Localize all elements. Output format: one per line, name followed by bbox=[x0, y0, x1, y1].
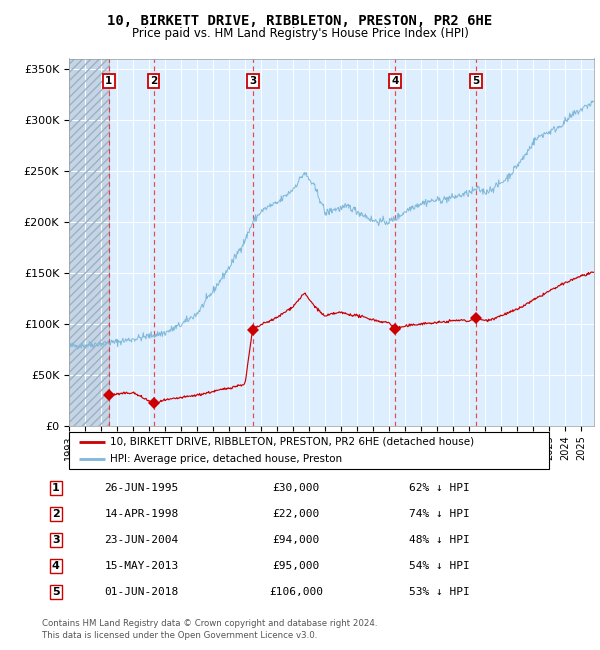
Text: £106,000: £106,000 bbox=[269, 587, 323, 597]
Text: 74% ↓ HPI: 74% ↓ HPI bbox=[409, 510, 470, 519]
Text: 53% ↓ HPI: 53% ↓ HPI bbox=[409, 587, 470, 597]
Text: 62% ↓ HPI: 62% ↓ HPI bbox=[409, 484, 470, 493]
Text: HPI: Average price, detached house, Preston: HPI: Average price, detached house, Pres… bbox=[110, 454, 342, 464]
Text: 4: 4 bbox=[52, 561, 60, 571]
Text: 3: 3 bbox=[249, 76, 256, 86]
Text: £30,000: £30,000 bbox=[272, 484, 320, 493]
Text: £95,000: £95,000 bbox=[272, 561, 320, 571]
Text: 26-JUN-1995: 26-JUN-1995 bbox=[104, 484, 178, 493]
Text: £22,000: £22,000 bbox=[272, 510, 320, 519]
Text: 2: 2 bbox=[52, 510, 59, 519]
Text: 10, BIRKETT DRIVE, RIBBLETON, PRESTON, PR2 6HE: 10, BIRKETT DRIVE, RIBBLETON, PRESTON, P… bbox=[107, 14, 493, 29]
FancyBboxPatch shape bbox=[69, 432, 549, 469]
Text: 14-APR-1998: 14-APR-1998 bbox=[104, 510, 178, 519]
Text: 23-JUN-2004: 23-JUN-2004 bbox=[104, 535, 178, 545]
Text: 2: 2 bbox=[150, 76, 157, 86]
Text: 1: 1 bbox=[52, 484, 59, 493]
Text: 10, BIRKETT DRIVE, RIBBLETON, PRESTON, PR2 6HE (detached house): 10, BIRKETT DRIVE, RIBBLETON, PRESTON, P… bbox=[110, 437, 474, 447]
Text: Price paid vs. HM Land Registry's House Price Index (HPI): Price paid vs. HM Land Registry's House … bbox=[131, 27, 469, 40]
Text: This data is licensed under the Open Government Licence v3.0.: This data is licensed under the Open Gov… bbox=[42, 630, 317, 640]
Text: 4: 4 bbox=[391, 76, 399, 86]
Text: 01-JUN-2018: 01-JUN-2018 bbox=[104, 587, 178, 597]
Text: 5: 5 bbox=[52, 587, 59, 597]
Text: 1: 1 bbox=[105, 76, 112, 86]
Text: 54% ↓ HPI: 54% ↓ HPI bbox=[409, 561, 470, 571]
Text: 48% ↓ HPI: 48% ↓ HPI bbox=[409, 535, 470, 545]
Text: 3: 3 bbox=[52, 535, 59, 545]
Text: £94,000: £94,000 bbox=[272, 535, 320, 545]
Text: Contains HM Land Registry data © Crown copyright and database right 2024.: Contains HM Land Registry data © Crown c… bbox=[42, 619, 377, 628]
Text: 15-MAY-2013: 15-MAY-2013 bbox=[104, 561, 178, 571]
Text: 5: 5 bbox=[472, 76, 479, 86]
